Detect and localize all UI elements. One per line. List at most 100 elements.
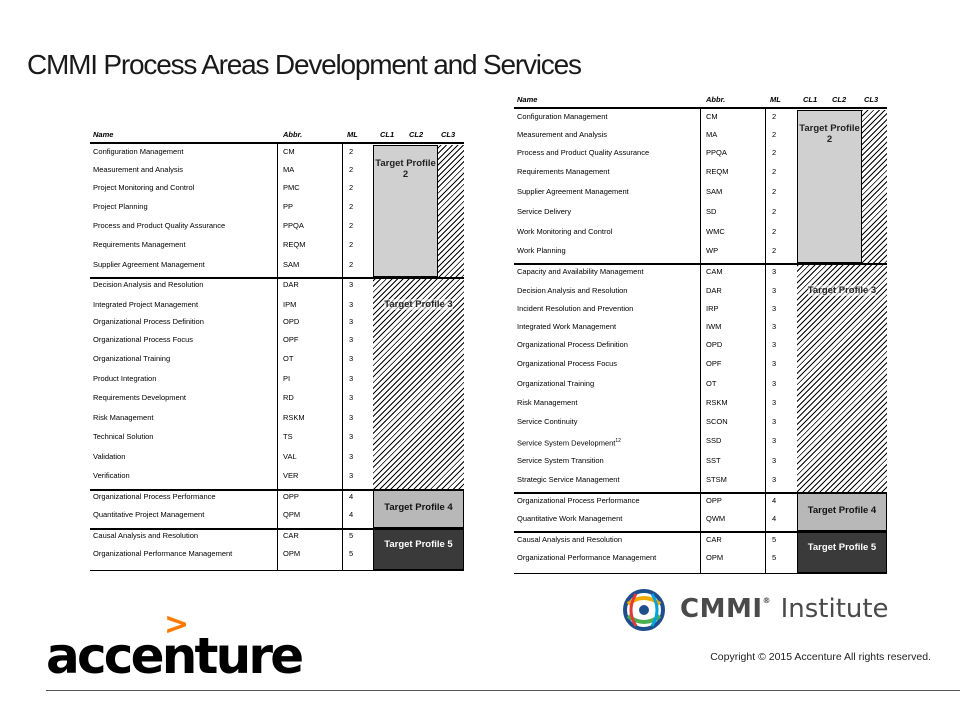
maturity-level: 3 <box>349 393 354 402</box>
maturity-level: 3 <box>772 379 777 388</box>
process-area-name: Risk Management <box>93 413 154 422</box>
process-area-abbr: DAR <box>706 286 722 295</box>
table-row: Supplier Agreement Management SAM 2 <box>514 183 797 201</box>
footer-divider <box>46 690 960 691</box>
table-row: Decision Analysis and Resolution DAR 3 <box>90 276 373 294</box>
col-header-cl2: CL2 <box>409 130 424 139</box>
group-rule <box>514 492 887 494</box>
maturity-level: 3 <box>349 374 354 383</box>
maturity-level: 3 <box>772 359 777 368</box>
target-profile-3-label: Target Profile 3 <box>384 299 453 310</box>
table-row: Configuration Management CM 2 <box>514 108 797 126</box>
maturity-level: 3 <box>772 267 777 276</box>
group-rule <box>90 489 464 491</box>
process-area-name: Configuration Management <box>93 147 184 156</box>
maturity-level: 3 <box>772 456 777 465</box>
maturity-level: 3 <box>772 304 777 313</box>
process-area-abbr: CAM <box>706 267 723 276</box>
target-profile-3-label: Target Profile 3 <box>807 285 877 296</box>
process-area-name: Organizational Training <box>93 354 171 363</box>
process-area-name: Project Monitoring and Control <box>93 183 195 192</box>
table-row: Service Continuity SCON 3 <box>514 413 797 431</box>
process-area-abbr: DAR <box>283 280 299 289</box>
footnote-ref: 12 <box>615 438 621 444</box>
maturity-level: 3 <box>349 280 354 289</box>
maturity-level: 3 <box>349 413 354 422</box>
process-area-name: Process and Product Quality Assurance <box>93 221 226 230</box>
maturity-level: 2 <box>772 112 777 121</box>
process-area-name: Service Continuity <box>517 417 578 426</box>
process-area-name: Work Monitoring and Control <box>517 227 613 236</box>
col-header-cl1: CL1 <box>803 95 818 104</box>
process-area-abbr: OPF <box>283 335 299 344</box>
process-area-name: Causal Analysis and Resolution <box>93 531 199 540</box>
group-rule <box>90 277 464 279</box>
target-profile-5: Target Profile 5 <box>797 532 887 573</box>
accenture-logo: > accenture <box>46 607 304 685</box>
maturity-level: 2 <box>772 246 777 255</box>
maturity-level: 4 <box>772 514 777 523</box>
header-rule <box>514 107 887 109</box>
table-row: Organizational Process Focus OPF 3 <box>90 331 373 349</box>
process-area-abbr: RSKM <box>283 413 305 422</box>
target-profile-2-label: Target Profile 2 <box>375 158 436 180</box>
process-area-abbr: OPF <box>706 359 722 368</box>
table-row: Requirements Development RD 3 <box>90 389 373 407</box>
target-profile-2: Target Profile 2 <box>373 145 438 277</box>
process-area-name: Requirements Management <box>517 167 610 176</box>
col-header-name: Name <box>517 95 538 104</box>
maturity-level: 2 <box>772 148 777 157</box>
target-profile-4-label: Target Profile 4 <box>807 505 877 516</box>
maturity-level: 2 <box>772 207 777 216</box>
process-area-name: Product Integration <box>93 374 157 383</box>
process-area-name: Validation <box>93 452 126 461</box>
process-area-abbr: PI <box>283 374 291 383</box>
table-row: Causal Analysis and Resolution CAR 5 <box>90 527 373 545</box>
process-area-abbr: PPQA <box>706 148 727 157</box>
table-row: Strategic Service Management STSM 3 <box>514 471 797 489</box>
col-header-cl2: CL2 <box>832 95 847 104</box>
table-row: Measurement and Analysis MA 2 <box>514 126 797 144</box>
process-area-abbr: RD <box>283 393 294 402</box>
target-profile-2: Target Profile 2 <box>797 110 862 263</box>
maturity-level: 2 <box>349 240 354 249</box>
table-row: Project Planning PP 2 <box>90 198 373 216</box>
process-area-name: Integrated Work Management <box>517 322 617 331</box>
process-area-name: Organizational Process Focus <box>93 335 194 344</box>
table-row: Technical Solution TS 3 <box>90 428 373 446</box>
process-area-name: Project Planning <box>93 202 148 211</box>
col-header-cl3: CL3 <box>441 130 456 139</box>
maturity-level: 3 <box>349 452 354 461</box>
accenture-greater-mark: > <box>164 607 190 642</box>
table-row: Risk Management RSKM 3 <box>514 394 797 412</box>
col-header-ml: ML <box>347 130 358 139</box>
process-area-name: Process and Product Quality Assurance <box>517 148 650 157</box>
process-area-name: Organizational Process Definition <box>517 340 628 349</box>
process-area-abbr: WP <box>706 246 719 255</box>
target-profile-4-label: Target Profile 4 <box>384 502 453 513</box>
process-area-name: Organizational Performance Management <box>517 553 657 562</box>
process-area-name: Configuration Management <box>517 112 608 121</box>
process-area-abbr: CM <box>706 112 718 121</box>
table-row: Incident Resolution and Prevention IRP 3 <box>514 300 797 318</box>
maturity-level: 2 <box>349 221 354 230</box>
process-area-abbr: QWM <box>706 514 726 523</box>
table-row: Requirements Management REQM 2 <box>514 163 797 181</box>
process-area-abbr: MA <box>706 130 718 139</box>
process-area-name: Incident Resolution and Prevention <box>517 304 634 313</box>
table-row: Product Integration PI 3 <box>90 370 373 388</box>
process-area-abbr: SST <box>706 456 721 465</box>
maturity-level: 3 <box>772 436 777 445</box>
cmmi-dev-table: Name Abbr. ML CL1 CL2 CL3 Configuration Manage… <box>90 128 464 572</box>
table-row: Verification VER 3 <box>90 467 373 485</box>
col-header-ml: ML <box>770 95 781 104</box>
cmmi-svc-table: Name Abbr. ML CL1 CL2 CL3 Configuration Manage… <box>514 93 887 575</box>
process-area-name: Organizational Process Definition <box>93 317 204 326</box>
process-area-abbr: IPM <box>283 300 297 309</box>
target-profile-3: Target Profile 3 <box>373 277 464 489</box>
process-area-name: Service Delivery <box>517 207 572 216</box>
col-header-abbr: Abbr. <box>283 130 303 139</box>
col-header-abbr: Abbr. <box>706 95 726 104</box>
process-area-abbr: PPQA <box>283 221 304 230</box>
table-row: Work Monitoring and Control WMC 2 <box>514 223 797 241</box>
